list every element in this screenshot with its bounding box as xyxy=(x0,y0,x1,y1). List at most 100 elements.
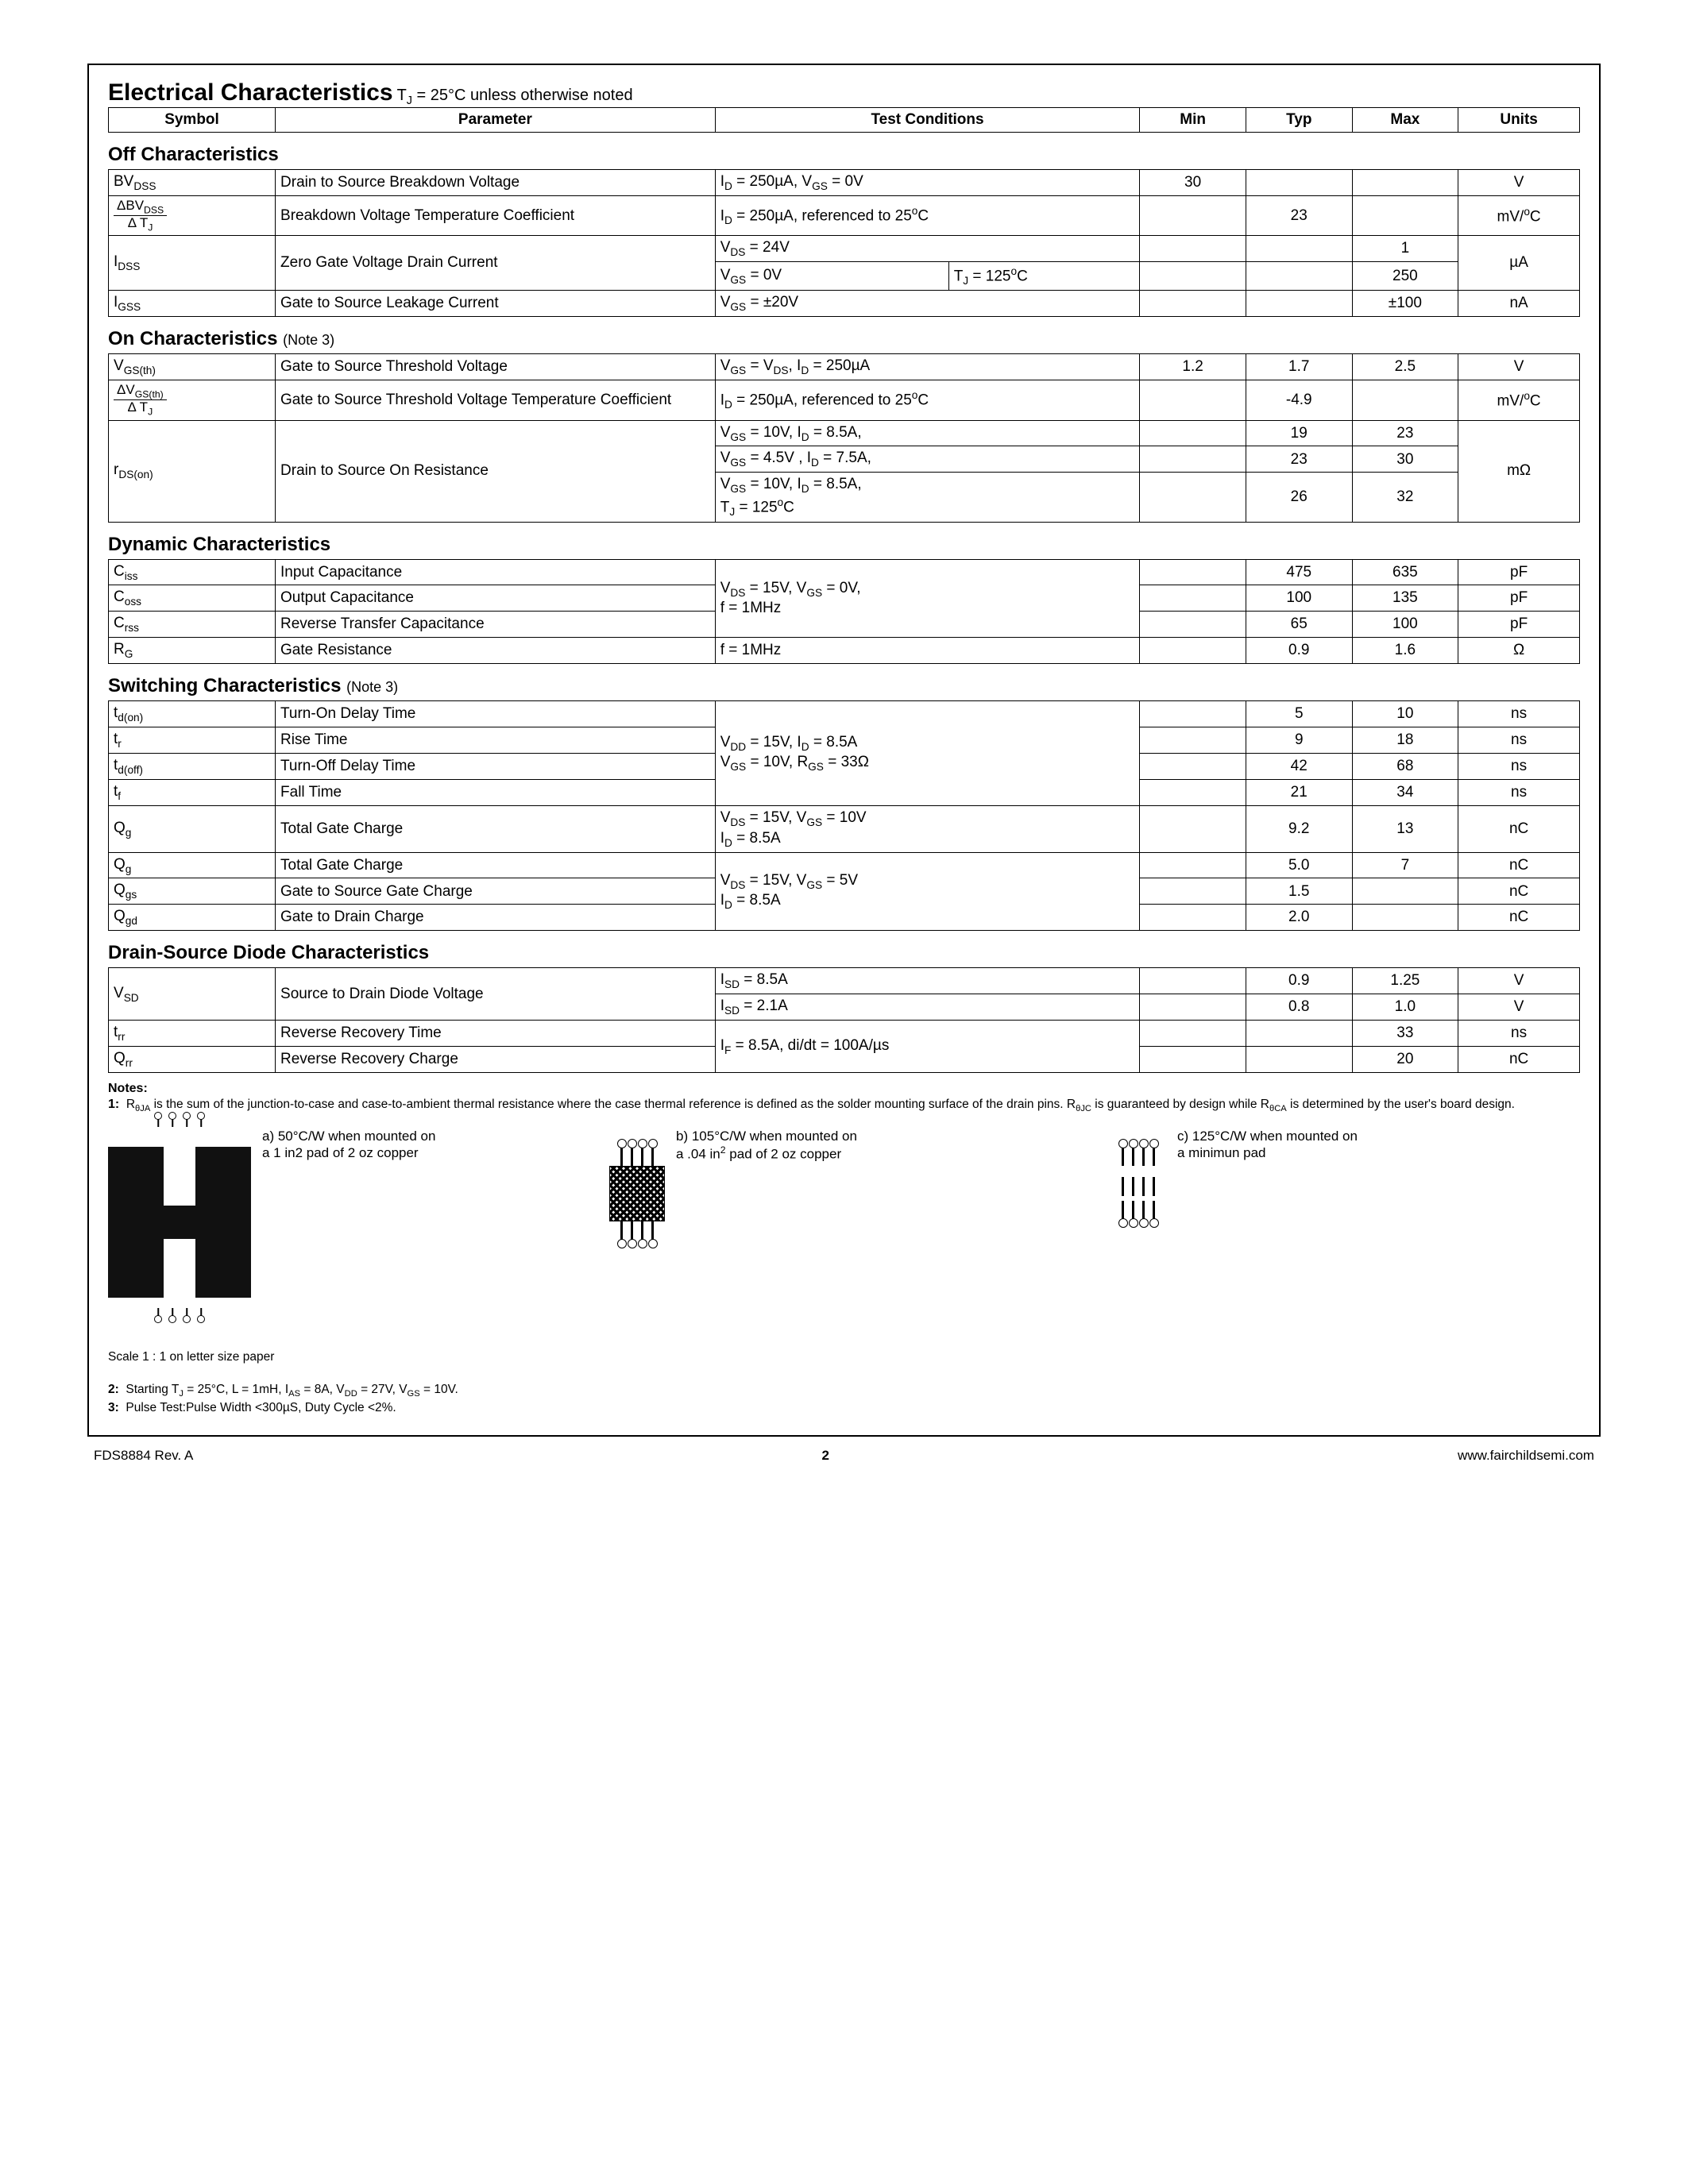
on-title-text: On Characteristics xyxy=(108,328,277,349)
cell: Input Capacitance xyxy=(276,559,716,585)
cell: 10 xyxy=(1352,701,1458,727)
hdr-symbol: Symbol xyxy=(109,108,276,133)
cell: 1.2 xyxy=(1140,354,1246,380)
on-note: (Note 3) xyxy=(283,332,334,348)
dyn-title: Dynamic Characteristics xyxy=(108,534,1580,556)
cell: 1.7 xyxy=(1246,354,1352,380)
cell: Gate Resistance xyxy=(276,638,716,664)
pad-a-text: a) 50°C/W when mounted on a 1 in2 pad of… xyxy=(262,1128,445,1162)
cell: 7 xyxy=(1352,852,1458,878)
hdr-typ: Typ xyxy=(1246,108,1352,133)
cell: 34 xyxy=(1352,779,1458,805)
cell: 135 xyxy=(1352,585,1458,612)
cell: pF xyxy=(1458,559,1580,585)
footer-page-num: 2 xyxy=(821,1448,829,1463)
on-table: VGS(th) Gate to Source Threshold Voltage… xyxy=(108,353,1580,522)
cell xyxy=(1352,878,1458,905)
cell: f = 1MHz xyxy=(715,638,1140,664)
cell: mΩ xyxy=(1458,420,1580,522)
hdr-units: Units xyxy=(1458,108,1580,133)
cell: Turn-On Delay Time xyxy=(276,701,716,727)
table-row: VSD Source to Drain Diode Voltage ISD = … xyxy=(109,968,1580,994)
cell: V xyxy=(1458,968,1580,994)
cell: ns xyxy=(1458,701,1580,727)
table-row: Ciss Input Capacitance VDS = 15V, VGS = … xyxy=(109,559,1580,585)
table-row: VGS(th) Gate to Source Threshold Voltage… xyxy=(109,354,1580,380)
cell: 635 xyxy=(1352,559,1458,585)
cell: ns xyxy=(1458,727,1580,754)
table-row: td(on) Turn-On Delay Time VDD = 15V, ID … xyxy=(109,701,1580,727)
hdr-parameter: Parameter xyxy=(276,108,716,133)
cell: 19 xyxy=(1246,420,1352,446)
cell: Gate to Source Gate Charge xyxy=(276,878,716,905)
main-title: Electrical Characteristics xyxy=(108,79,393,106)
cell: 30 xyxy=(1140,169,1246,195)
cell: 23 xyxy=(1246,195,1352,235)
pad-b-text: b) 105°C/W when mounted on a .04 in2 pad… xyxy=(676,1128,859,1163)
cell: Gate to Source Threshold Voltage Tempera… xyxy=(276,380,716,420)
note-2: 2: Starting TJ = 25°C, L = 1mH, IAS = 8A… xyxy=(108,1383,458,1396)
cell: 30 xyxy=(1352,446,1458,473)
sw-table: td(on) Turn-On Delay Time VDD = 15V, ID … xyxy=(108,700,1580,931)
cell: nC xyxy=(1458,905,1580,931)
notes-block: Notes: 1: RθJA is the sum of the junctio… xyxy=(108,1081,1580,1115)
off-title: Off Characteristics xyxy=(108,144,1580,166)
cell xyxy=(1246,169,1352,195)
footer-page: 2 xyxy=(821,1448,829,1464)
table-row: BVDSS Drain to Source Breakdown Voltage … xyxy=(109,169,1580,195)
pad-a: a) 50°C/W when mounted on a 1 in2 pad of… xyxy=(108,1128,577,1317)
content-frame: Electrical Characteristics TJ = 25°C unl… xyxy=(87,64,1601,1437)
cell: Gate to Source Threshold Voltage xyxy=(276,354,716,380)
pad-diagram-row: a) 50°C/W when mounted on a 1 in2 pad of… xyxy=(108,1128,1580,1317)
cell: Drain to Source Breakdown Voltage xyxy=(276,169,716,195)
cell: 33 xyxy=(1352,1021,1458,1047)
cell: Source to Drain Diode Voltage xyxy=(276,968,716,1021)
off-table: BVDSS Drain to Source Breakdown Voltage … xyxy=(108,169,1580,317)
cell: Total Gate Charge xyxy=(276,852,716,878)
cell: 13 xyxy=(1352,805,1458,852)
pad-c: c) 125°C/W when mounted on a minimun pad xyxy=(1111,1128,1580,1191)
table-row: Qg Total Gate Charge VDS = 15V, VGS = 5V… xyxy=(109,852,1580,878)
cell: 65 xyxy=(1246,612,1352,638)
cell: pF xyxy=(1458,585,1580,612)
cell: 32 xyxy=(1352,473,1458,522)
pad-a-icon xyxy=(108,1147,251,1298)
cell: Ω xyxy=(1458,638,1580,664)
cell: 42 xyxy=(1246,753,1352,779)
table-row: rDS(on) Drain to Source On Resistance VG… xyxy=(109,420,1580,446)
table-row: ΔBVDSSΔ TJ Breakdown Voltage Temperature… xyxy=(109,195,1580,235)
pad-b: b) 105°C/W when mounted on a .04 in2 pad… xyxy=(609,1128,1079,1260)
cell: Reverse Transfer Capacitance xyxy=(276,612,716,638)
cell: 26 xyxy=(1246,473,1352,522)
cell: 100 xyxy=(1352,612,1458,638)
cell: 23 xyxy=(1246,446,1352,473)
cell: 1.0 xyxy=(1352,994,1458,1021)
cell: ns xyxy=(1458,779,1580,805)
cell: Breakdown Voltage Temperature Coefficien… xyxy=(276,195,716,235)
pad-c-text: c) 125°C/W when mounted on a minimun pad xyxy=(1177,1128,1360,1162)
diode-table: VSD Source to Drain Diode Voltage ISD = … xyxy=(108,967,1580,1073)
footer-left: FDS8884 Rev. A xyxy=(94,1448,193,1464)
cell: 68 xyxy=(1352,753,1458,779)
cell: 21 xyxy=(1246,779,1352,805)
notes-label: Notes: xyxy=(108,1082,148,1095)
cell: Reverse Recovery Time xyxy=(276,1021,716,1047)
sw-title: Switching Characteristics (Note 3) xyxy=(108,675,1580,697)
cell xyxy=(1352,169,1458,195)
cell: 5 xyxy=(1246,701,1352,727)
cell: 1.5 xyxy=(1246,878,1352,905)
cell: 475 xyxy=(1246,559,1352,585)
sw-note: (Note 3) xyxy=(346,679,398,695)
cell: V xyxy=(1458,354,1580,380)
footnotes: 2: Starting TJ = 25°C, L = 1mH, IAS = 8A… xyxy=(108,1382,1580,1416)
table-row: IGSS Gate to Source Leakage Current VGS … xyxy=(109,291,1580,317)
cell xyxy=(1352,905,1458,931)
on-title: On Characteristics (Note 3) xyxy=(108,328,1580,350)
cell: -4.9 xyxy=(1246,380,1352,420)
page-footer: FDS8884 Rev. A 2 www.fairchildsemi.com xyxy=(87,1448,1601,1464)
cell: 23 xyxy=(1352,420,1458,446)
table-row: trr Reverse Recovery Time IF = 8.5A, di/… xyxy=(109,1021,1580,1047)
main-heading-row: Electrical Characteristics TJ = 25°C unl… xyxy=(108,79,1580,107)
cell: 1.25 xyxy=(1352,968,1458,994)
cell: pF xyxy=(1458,612,1580,638)
